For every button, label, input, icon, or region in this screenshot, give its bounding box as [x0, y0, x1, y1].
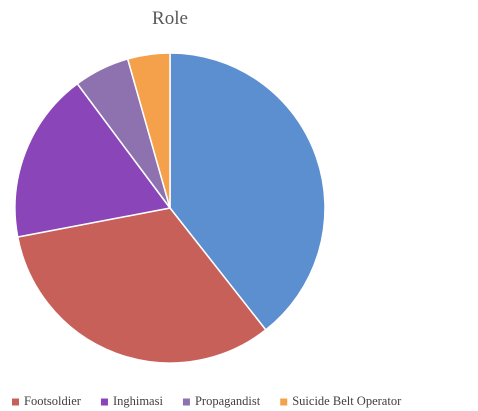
- legend-swatch: [280, 398, 288, 406]
- pie-slice: [126, 52, 171, 209]
- pie-slice: [16, 207, 267, 364]
- legend-label: Inghimasi: [113, 394, 164, 408]
- pie-slice: [14, 82, 172, 238]
- chart-title: Role: [152, 8, 188, 29]
- legend-swatch: [12, 398, 19, 406]
- legend-swatch: [182, 398, 190, 406]
- legend-label: Suicide Belt Operator: [292, 394, 402, 408]
- legend-label: Footsoldier: [24, 394, 82, 408]
- legend-label: Propagandist: [195, 394, 261, 408]
- pie-slice: [169, 52, 326, 331]
- legend-swatch: [100, 398, 108, 406]
